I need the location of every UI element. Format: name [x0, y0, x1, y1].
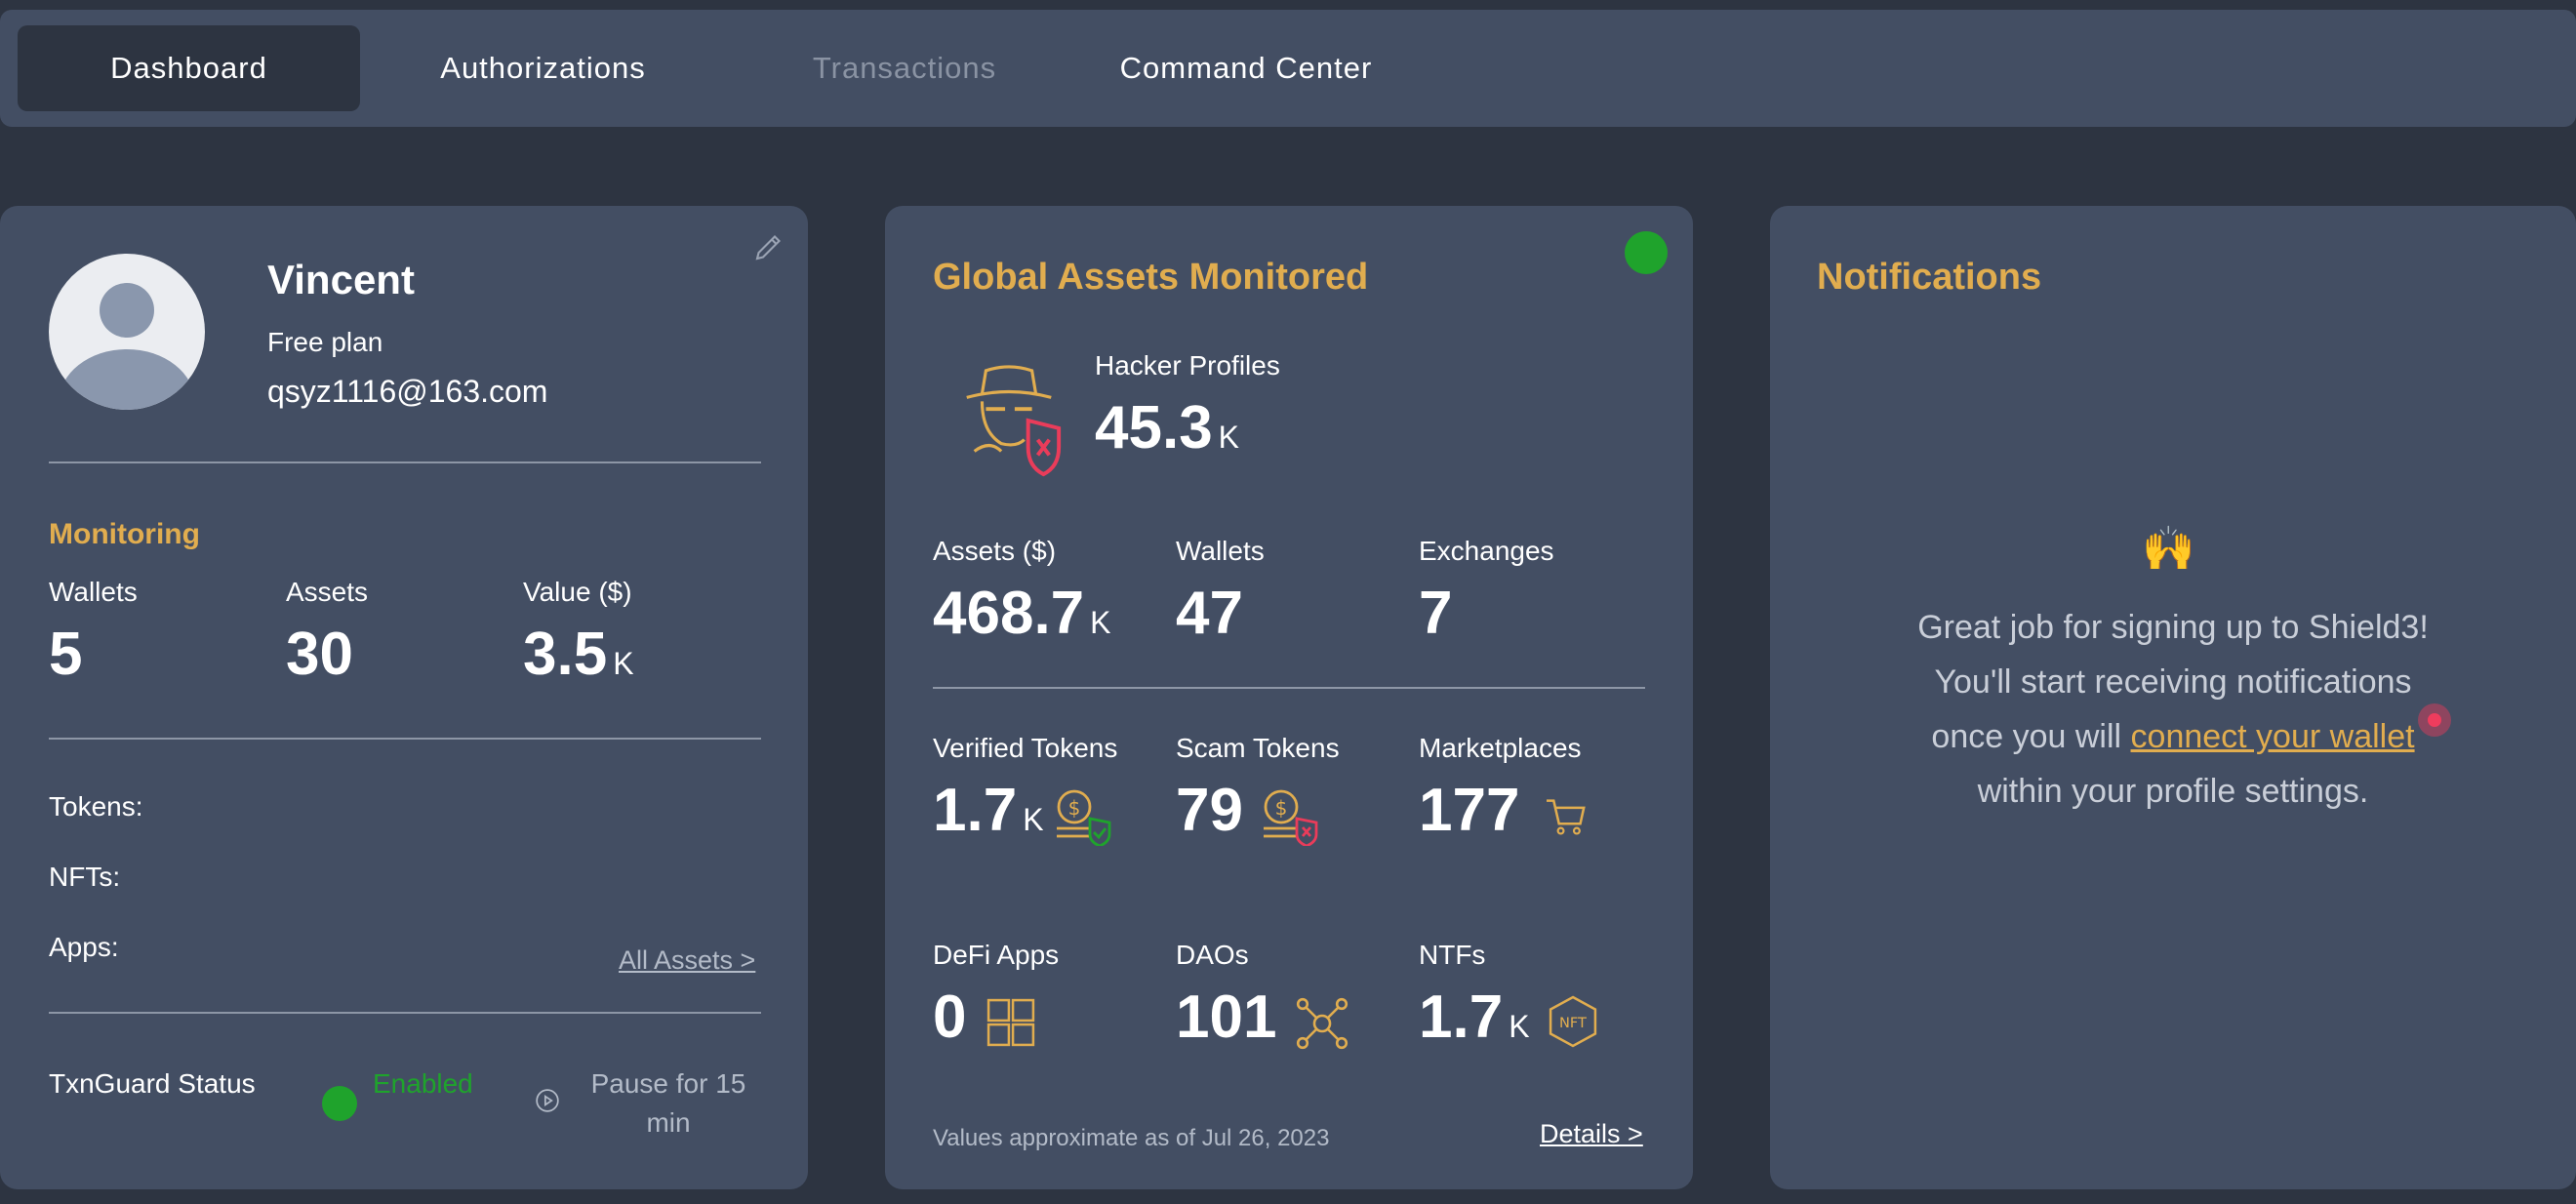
nfts-label: NFTs:	[49, 862, 121, 892]
tab-transactions[interactable]: Transactions	[812, 51, 997, 85]
divider	[49, 738, 761, 740]
verified-tokens-label: Verified Tokens	[933, 733, 1118, 763]
profile-name: Vincent	[267, 257, 415, 302]
stat-label-assets: Assets	[286, 577, 369, 607]
profile-card: Vincent Free plan qsyz1116@163.com Monit…	[0, 206, 808, 1189]
hacker-profiles-value: 45.3 K	[1095, 394, 1240, 462]
marketplaces-value: 177	[1419, 777, 1520, 844]
network-icon	[1296, 997, 1348, 1050]
avatar[interactable]	[49, 254, 205, 410]
connect-wallet-link[interactable]: connect your wallet	[2130, 718, 2415, 755]
svg-text:NFT: NFT	[1559, 1015, 1587, 1031]
defi-apps-value: 0	[933, 983, 967, 1051]
cart-icon	[1547, 799, 1586, 835]
svg-text:$: $	[1068, 796, 1081, 820]
top-nav: Dashboard Authorizations Transactions Co…	[0, 10, 2576, 127]
daos-value: 101	[1176, 983, 1277, 1051]
divider	[933, 687, 1645, 689]
verified-coin-icon: $	[1057, 789, 1111, 846]
assets-value: 468.7 K	[933, 580, 1111, 647]
notifications-message: Great job for signing up to Shield3! You…	[1917, 609, 2429, 810]
txnguard-label: TxnGuard Status	[49, 1068, 256, 1099]
tab-command-center[interactable]: Command Center	[1119, 51, 1373, 85]
status-dot	[322, 1086, 357, 1121]
profile-email: qsyz1116@163.com	[267, 374, 548, 409]
scam-tokens-value: 79	[1176, 777, 1243, 844]
assets-label: Assets ($)	[933, 536, 1057, 566]
nfts-value: 1.7 K	[1419, 983, 1530, 1051]
daos-label: DAOs	[1176, 940, 1249, 970]
marketplaces-label: Marketplaces	[1419, 733, 1582, 763]
stat-value-wallets: 5	[49, 621, 83, 688]
live-indicator	[1625, 231, 1668, 274]
txnguard-status: Enabled	[373, 1068, 473, 1099]
global-assets-card: Global Assets Monitored Hacker Profiles …	[885, 206, 1693, 1189]
exchanges-label: Exchanges	[1419, 536, 1554, 566]
stat-label-value: Value ($)	[523, 577, 632, 607]
tab-authorizations[interactable]: Authorizations	[440, 51, 646, 85]
divider	[49, 1012, 761, 1014]
apps-label: Apps:	[49, 932, 119, 962]
stat-value-assets: 30	[286, 621, 353, 688]
pencil-icon[interactable]	[751, 229, 786, 264]
svg-text:$: $	[1275, 796, 1288, 820]
tokens-label: Tokens:	[49, 791, 143, 822]
defi-apps-label: DeFi Apps	[933, 940, 1060, 970]
play-icon[interactable]	[535, 1088, 560, 1113]
tab-dashboard[interactable]: Dashboard	[18, 25, 360, 111]
wallets-value: 47	[1176, 580, 1243, 647]
profile-plan: Free plan	[267, 327, 383, 357]
exchanges-value: 7	[1419, 580, 1453, 647]
pause-button[interactable]: Pause for 15 min	[590, 1068, 746, 1138]
global-title: Global Assets Monitored	[933, 257, 1369, 298]
monitoring-title: Monitoring	[49, 518, 200, 550]
wallets-label: Wallets	[1176, 536, 1265, 566]
footnote: Values approximate as of Jul 26, 2023	[933, 1125, 1330, 1151]
stat-label-wallets: Wallets	[49, 577, 138, 607]
raised-hands-icon: 🙌	[2142, 525, 2195, 573]
notifications-title: Notifications	[1817, 257, 2042, 298]
hacker-profiles-label: Hacker Profiles	[1095, 350, 1280, 381]
verified-tokens-value: 1.7 K	[933, 777, 1044, 844]
nft-badge-icon: NFT	[1549, 995, 1597, 1048]
stat-value-value: 3.5 K	[523, 621, 634, 688]
pulse-indicator	[2418, 703, 2451, 737]
apps-grid-icon	[986, 998, 1035, 1047]
scam-tokens-label: Scam Tokens	[1176, 733, 1340, 763]
divider	[49, 462, 761, 463]
hacker-icon	[966, 365, 1062, 477]
scam-coin-icon: $	[1264, 789, 1318, 846]
notifications-card: Notifications 🙌 Great job for signing up…	[1770, 206, 2576, 1189]
all-assets-link[interactable]: All Assets >	[619, 945, 756, 975]
nfts-label: NTFs	[1419, 940, 1486, 970]
details-link[interactable]: Details >	[1540, 1119, 1643, 1148]
